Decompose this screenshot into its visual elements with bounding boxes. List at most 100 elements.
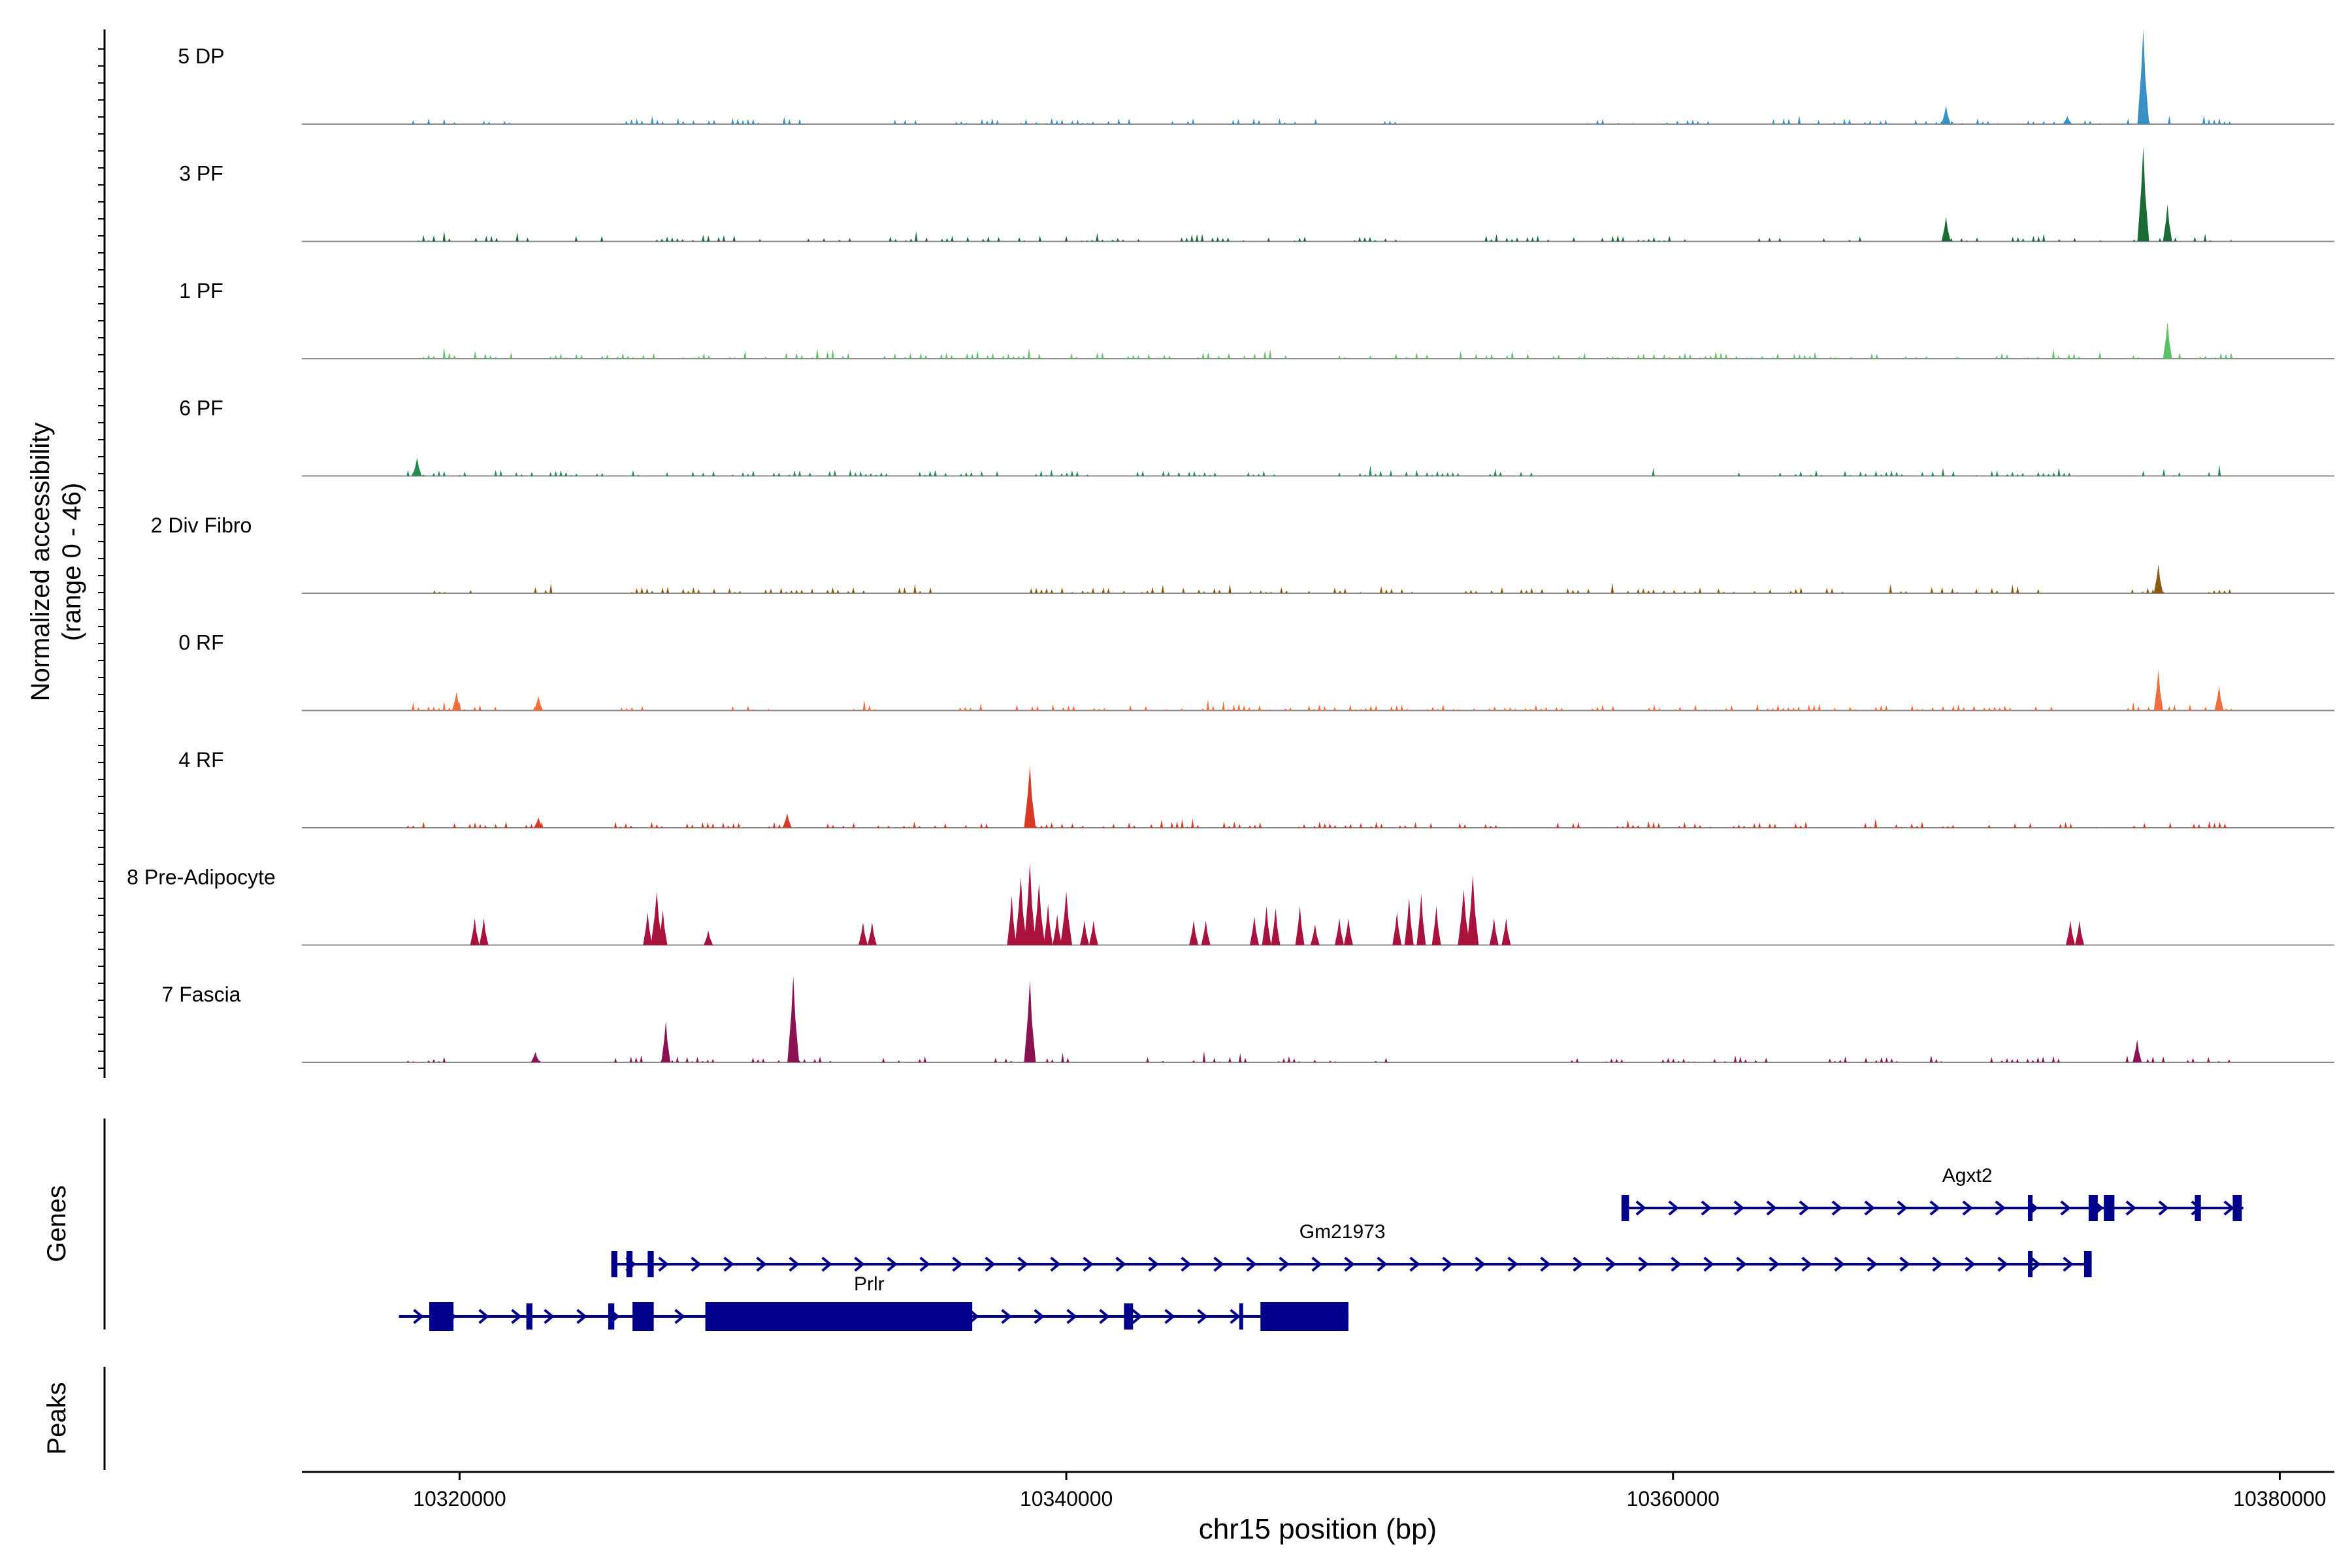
- signal-peak: [1015, 877, 1027, 945]
- strand-arrow: [478, 1309, 489, 1324]
- track-2-div-fibro: 2 Div Fibro: [151, 514, 2334, 594]
- signal-peak: [1189, 920, 1199, 945]
- x-tick-label: 10320000: [413, 1487, 506, 1511]
- strand-arrow: [2158, 1200, 2169, 1216]
- exon-block: [1124, 1303, 1134, 1330]
- track-8-pre-adipocyte: 8 Pre-Adipocyte: [127, 862, 2334, 946]
- strand-arrow: [789, 1256, 800, 1272]
- strand-arrow: [1099, 1309, 1110, 1324]
- y-axis-ticks: [98, 48, 105, 1069]
- signal-peak: [2132, 1039, 2142, 1062]
- strand-arrow: [1083, 1256, 1094, 1272]
- exon-block: [705, 1302, 973, 1331]
- exon-block: [2088, 1195, 2098, 1221]
- strand-arrow: [919, 1256, 930, 1272]
- strand-arrow: [1864, 1200, 1875, 1216]
- y-axis-title: Normalized accessibility (range 0 - 46): [26, 423, 86, 702]
- strand-arrow: [1377, 1256, 1388, 1272]
- strand-arrow: [1344, 1256, 1355, 1272]
- track-1-pf: 1 PF: [179, 279, 2334, 359]
- strand-arrow: [1736, 1256, 1747, 1272]
- strand-arrow: [1929, 1200, 1940, 1216]
- strand-arrow: [1148, 1256, 1159, 1272]
- signal-peak: [412, 457, 422, 476]
- exon-block: [2028, 1251, 2033, 1277]
- strand-arrow: [1540, 1256, 1551, 1272]
- signal-peak: [1489, 918, 1499, 945]
- strand-arrow: [1066, 1309, 1077, 1324]
- strand-arrow: [544, 1309, 555, 1324]
- exon-block: [1239, 1303, 1243, 1330]
- x-tick-label: 10340000: [1020, 1487, 1113, 1511]
- signal-peak: [1392, 912, 1402, 945]
- exon-block: [2195, 1195, 2201, 1221]
- track-label: 5 DP: [178, 44, 224, 68]
- strand-arrow: [1932, 1256, 1943, 1272]
- gene-annotations: Agxt2 Gm21973 Prlr: [399, 1165, 2244, 1331]
- coverage-tracks: 5 DP 3 PF 1 PF 6 PF 2 Div Fibro 0 RF 4 RF 8 Pre…: [127, 29, 2334, 1063]
- track-3-pf: 3 PF: [179, 146, 2334, 242]
- signal-peak: [1033, 883, 1045, 945]
- track-label: 3 PF: [179, 162, 223, 186]
- x-tick-label: 10360000: [1627, 1487, 1720, 1511]
- signal-peak: [2153, 669, 2163, 711]
- signal-peak: [1941, 216, 1951, 242]
- strand-arrow: [1867, 1256, 1878, 1272]
- strand-arrow: [1573, 1256, 1584, 1272]
- strand-arrow: [723, 1256, 734, 1272]
- track-4-rf: 4 RF: [178, 748, 2334, 828]
- signal-peak: [1501, 918, 1511, 945]
- strand-arrow: [1230, 1309, 1241, 1324]
- strand-arrow: [1213, 1256, 1224, 1272]
- exon-block: [626, 1251, 633, 1277]
- track-7-fascia: 7 Fascia: [162, 975, 2334, 1063]
- signal-peak: [782, 813, 792, 828]
- signal-peak: [2066, 920, 2075, 945]
- strand-arrow: [691, 1256, 702, 1272]
- signal-peak: [2163, 321, 2172, 359]
- track-label: 2 Div Fibro: [151, 514, 252, 537]
- strand-arrow: [2223, 1200, 2234, 1216]
- signal-area: [412, 699, 2233, 711]
- signal-area: [406, 465, 2221, 476]
- signal-peak: [651, 891, 663, 945]
- gene-label: Gm21973: [1299, 1221, 1386, 1243]
- genes-panel-label: Genes: [42, 1185, 71, 1262]
- strand-arrow: [887, 1256, 898, 1272]
- strand-arrow: [674, 1309, 685, 1324]
- strand-arrow: [1701, 1200, 1712, 1216]
- signal-peak: [1080, 920, 1089, 945]
- signal-peak: [451, 692, 461, 711]
- strand-arrow: [1635, 1200, 1646, 1216]
- strand-arrow: [1671, 1256, 1682, 1272]
- signal-peak: [1310, 924, 1320, 945]
- strand-arrow: [1050, 1256, 1061, 1272]
- strand-arrow: [1132, 1309, 1143, 1324]
- signal-peak: [534, 696, 544, 711]
- strand-arrow: [1181, 1256, 1192, 1272]
- signal-peak: [2137, 146, 2149, 242]
- strand-arrow: [1246, 1256, 1257, 1272]
- strand-arrow: [576, 1309, 587, 1324]
- strand-arrow: [1769, 1256, 1780, 1272]
- strand-arrow: [1766, 1200, 1777, 1216]
- signal-peak: [2063, 116, 2072, 124]
- signal-peak: [531, 1052, 540, 1062]
- strand-arrow: [1442, 1256, 1453, 1272]
- y-axis-title-line2: (range 0 - 46): [57, 483, 86, 641]
- signal-peak: [867, 922, 877, 945]
- strand-arrow: [1899, 1256, 1910, 1272]
- track-label: 6 PF: [179, 397, 223, 420]
- signal-peak: [704, 930, 713, 945]
- exon-block: [526, 1303, 532, 1330]
- exon-block: [1260, 1302, 1348, 1331]
- signal-peak: [1007, 895, 1017, 945]
- signal-peak: [1335, 918, 1344, 945]
- signal-peak: [1024, 862, 1036, 945]
- track-6-pf: 6 PF: [179, 397, 2334, 477]
- signal-peak: [1024, 979, 1036, 1062]
- signal-peak: [479, 918, 489, 945]
- strand-arrow: [756, 1256, 767, 1272]
- track-label: 0 RF: [178, 631, 223, 655]
